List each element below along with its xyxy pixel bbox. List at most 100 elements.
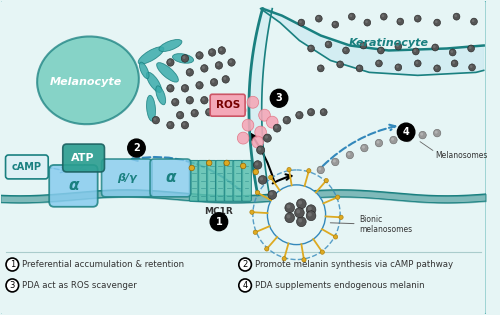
Circle shape: [242, 119, 254, 131]
Circle shape: [346, 151, 354, 159]
Circle shape: [452, 61, 455, 64]
Text: PDA supplements endogenous melanin: PDA supplements endogenous melanin: [255, 281, 424, 290]
Circle shape: [434, 19, 440, 26]
Circle shape: [215, 94, 222, 102]
Circle shape: [186, 69, 194, 76]
FancyBboxPatch shape: [63, 144, 104, 172]
Circle shape: [450, 49, 456, 56]
Circle shape: [362, 146, 365, 149]
Text: 4: 4: [402, 127, 409, 137]
Circle shape: [332, 158, 339, 166]
Circle shape: [344, 48, 346, 51]
Circle shape: [308, 108, 314, 116]
Text: 3: 3: [10, 281, 15, 290]
Circle shape: [6, 279, 18, 292]
Circle shape: [256, 146, 264, 154]
Circle shape: [270, 89, 288, 107]
Circle shape: [258, 175, 267, 184]
Circle shape: [306, 205, 316, 215]
Circle shape: [350, 14, 352, 17]
Circle shape: [414, 15, 421, 22]
Circle shape: [188, 70, 190, 73]
Circle shape: [297, 113, 300, 116]
Circle shape: [286, 204, 290, 209]
Circle shape: [390, 136, 397, 144]
Circle shape: [282, 256, 286, 261]
Circle shape: [317, 166, 324, 174]
Circle shape: [338, 62, 340, 65]
Circle shape: [380, 13, 387, 20]
Circle shape: [247, 96, 258, 108]
Circle shape: [360, 42, 367, 49]
Circle shape: [220, 48, 222, 51]
Circle shape: [216, 96, 220, 99]
Circle shape: [218, 47, 226, 54]
Circle shape: [434, 65, 440, 72]
Text: 2: 2: [242, 260, 248, 269]
Circle shape: [308, 213, 312, 216]
Circle shape: [239, 258, 252, 271]
Circle shape: [298, 219, 302, 222]
Ellipse shape: [156, 63, 178, 82]
FancyBboxPatch shape: [210, 94, 245, 116]
Text: PDA act as ROS scavenger: PDA act as ROS scavenger: [22, 281, 137, 290]
Circle shape: [152, 116, 160, 124]
Circle shape: [256, 190, 260, 195]
Circle shape: [168, 86, 171, 89]
Circle shape: [299, 20, 302, 23]
Circle shape: [404, 134, 411, 142]
Circle shape: [224, 160, 230, 166]
Text: 1: 1: [216, 217, 222, 227]
Circle shape: [378, 48, 382, 51]
Circle shape: [472, 19, 474, 22]
Circle shape: [306, 169, 311, 173]
Circle shape: [266, 116, 278, 128]
Text: 4: 4: [242, 281, 248, 290]
FancyBboxPatch shape: [150, 159, 191, 197]
Circle shape: [216, 63, 220, 66]
Circle shape: [470, 18, 478, 25]
Circle shape: [360, 144, 368, 152]
Circle shape: [308, 110, 312, 113]
Circle shape: [320, 109, 327, 116]
Circle shape: [166, 59, 174, 66]
Circle shape: [260, 177, 263, 180]
Circle shape: [252, 136, 264, 148]
FancyBboxPatch shape: [242, 160, 252, 201]
Circle shape: [468, 64, 475, 71]
Ellipse shape: [146, 72, 162, 92]
Circle shape: [284, 117, 288, 121]
Circle shape: [434, 131, 438, 134]
Circle shape: [254, 161, 262, 169]
Text: α: α: [165, 170, 175, 186]
Text: MC1R: MC1R: [204, 207, 234, 216]
Circle shape: [202, 66, 205, 69]
Circle shape: [376, 140, 380, 144]
Circle shape: [396, 65, 399, 68]
Circle shape: [182, 84, 188, 92]
Circle shape: [228, 59, 235, 66]
Circle shape: [283, 116, 290, 124]
Circle shape: [296, 112, 303, 119]
Text: ROS: ROS: [216, 100, 240, 110]
Circle shape: [208, 49, 216, 56]
Text: 2: 2: [133, 143, 140, 153]
Circle shape: [324, 178, 328, 183]
Circle shape: [200, 96, 208, 104]
Ellipse shape: [172, 54, 194, 63]
Ellipse shape: [159, 39, 182, 51]
Circle shape: [320, 250, 324, 254]
Circle shape: [268, 190, 276, 199]
Circle shape: [398, 123, 415, 141]
Circle shape: [395, 64, 402, 71]
Circle shape: [128, 139, 145, 157]
FancyBboxPatch shape: [198, 160, 208, 201]
Circle shape: [376, 60, 382, 67]
Circle shape: [378, 47, 384, 54]
Circle shape: [270, 192, 273, 196]
Circle shape: [234, 104, 246, 116]
Circle shape: [239, 279, 252, 292]
Circle shape: [358, 66, 360, 69]
Circle shape: [433, 45, 436, 48]
Circle shape: [285, 213, 294, 223]
